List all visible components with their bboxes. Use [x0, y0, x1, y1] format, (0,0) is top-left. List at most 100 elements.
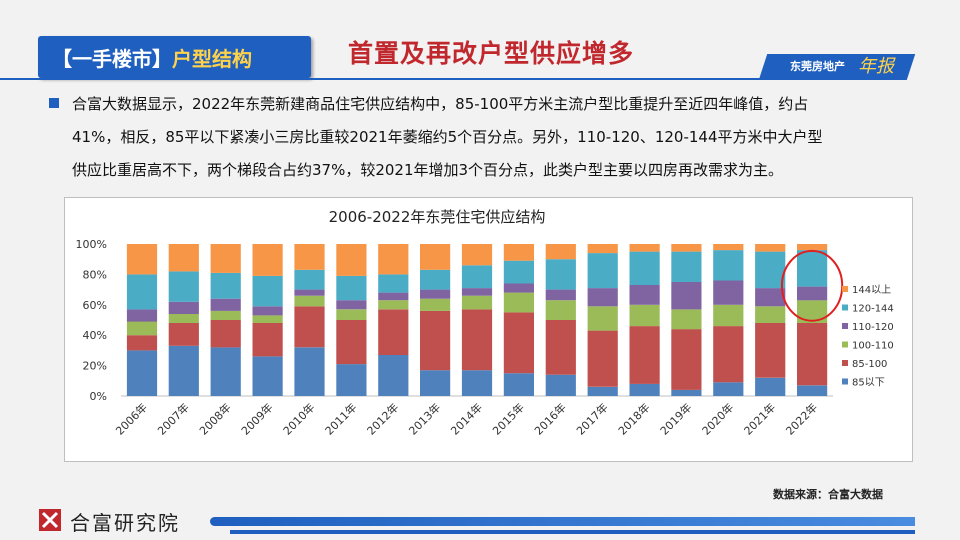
headline: 首置及再改户型供应增多: [348, 39, 635, 68]
bar-segment: [294, 289, 325, 296]
x-tick-label: 2018年: [615, 400, 652, 437]
summary-paragraph: 合富大数据显示，2022年东莞新建商品住宅供应结构中，85-100平方米主流户型…: [72, 88, 912, 187]
bar-segment: [755, 251, 786, 289]
legend-label: 100-110: [852, 341, 894, 352]
stacked-bar-chart: 2006-2022年东莞住宅供应结构 0% 20% 40% 60% 80% 100% 2006…: [76, 208, 894, 438]
bar-segment: [797, 323, 828, 386]
bar-segment: [629, 285, 660, 305]
x-tick-label: 2014年: [448, 400, 485, 437]
legend-swatch: [842, 323, 848, 329]
y-tick-label: 40%: [83, 329, 107, 342]
bar-segment: [503, 244, 534, 261]
bar-segment: [336, 300, 367, 310]
tag-bracket-left: 【: [52, 46, 72, 71]
bar-segment: [755, 323, 786, 378]
header-rule: [0, 78, 780, 80]
bar-segment: [503, 312, 534, 374]
bar-segment: [797, 385, 828, 396]
legend-swatch: [842, 360, 848, 366]
legend-label: 120-144: [852, 304, 894, 315]
x-tick-label: 2008年: [196, 400, 233, 437]
bar-segment: [210, 272, 241, 299]
y-tick-label: 80%: [83, 268, 107, 281]
chart-frame: 2006-2022年东莞住宅供应结构 0% 20% 40% 60% 80% 100% 2006…: [64, 197, 913, 462]
bar-segment: [252, 275, 283, 307]
chart-title: 2006-2022年东莞住宅供应结构: [329, 208, 546, 226]
bar-segment: [294, 347, 325, 396]
bar-segment: [420, 298, 451, 311]
bar-segment: [503, 260, 534, 284]
bar-segment: [168, 271, 199, 302]
bar-segment: [629, 304, 660, 327]
bar-segment: [587, 253, 618, 289]
bar-segment: [797, 300, 828, 323]
x-tick-label: 2009年: [238, 400, 275, 437]
footer-bar-thin: [230, 530, 915, 534]
bar-segment: [252, 315, 283, 323]
bar-segment: [671, 244, 702, 252]
bar-segment: [713, 250, 744, 281]
data-source: 数据来源：合富大数据: [773, 488, 883, 501]
bar-segment: [420, 289, 451, 299]
section-tag: 【 一手楼市 】 户型结构: [38, 36, 311, 78]
legend-label: 110-120: [852, 322, 894, 333]
tag-bracket-right: 】: [152, 46, 172, 71]
bar-segment: [336, 275, 367, 301]
bar-segment: [461, 309, 493, 371]
bar-segment: [168, 301, 199, 314]
brand-label: 东莞房地产: [790, 60, 845, 73]
summary-line: 合富大数据显示，2022年东莞新建商品住宅供应结构中，85-100平方米主流户型…: [72, 95, 809, 113]
bullet-icon: [49, 98, 59, 108]
bar-segment: [168, 313, 199, 323]
bar-segment: [671, 282, 702, 310]
bar-segment: [294, 295, 325, 307]
highlight-circle: [780, 249, 844, 322]
bar-segment: [503, 373, 534, 396]
bar-segment: [755, 377, 786, 396]
bar-segment: [587, 330, 618, 387]
bar-segment: [210, 244, 241, 273]
legend-label: 144以上: [852, 284, 891, 296]
bar-segment: [797, 250, 828, 287]
x-tick-label: 2010年: [280, 400, 317, 437]
legend-swatch: [842, 341, 848, 348]
bar-segment: [168, 244, 199, 272]
x-tick-label: 2006年: [113, 400, 150, 437]
summary-line: 供应比重居高不下，两个梯段合占约37%，较2021年增加3个百分点，此类户型主要…: [72, 161, 784, 179]
bar-segment: [545, 244, 576, 260]
y-tick-label: 0%: [90, 390, 107, 403]
bar-segment: [210, 320, 241, 348]
bar-segment: [378, 300, 409, 310]
tag-topic: 户型结构: [172, 46, 252, 71]
bar-segment: [545, 259, 576, 290]
x-tick-label: 2015年: [490, 400, 527, 437]
legend-label: 85-100: [852, 359, 887, 370]
bar-segment: [755, 244, 786, 252]
brand-script: 年报: [858, 56, 894, 77]
bar-segment: [336, 244, 367, 276]
bar-segment: [210, 310, 241, 320]
bar-segment: [420, 370, 451, 396]
bar-segment: [587, 288, 618, 307]
bar-segment: [713, 304, 744, 327]
y-tick-label: 20%: [83, 360, 107, 373]
bar-segment: [797, 286, 828, 301]
legend-swatch: [842, 378, 848, 385]
bar-segment: [797, 244, 828, 251]
bar-segment: [545, 374, 576, 396]
tag-section: 一手楼市: [72, 46, 152, 71]
bar-segment: [461, 295, 493, 310]
footer-bar: [210, 517, 915, 526]
bar-segment: [126, 350, 158, 396]
bar-segment: [461, 265, 493, 289]
bar-segment: [378, 292, 409, 301]
bar-segment: [755, 288, 786, 307]
bar-segment: [378, 274, 409, 293]
bar-segment: [168, 345, 199, 396]
legend-swatch: [842, 304, 848, 311]
bar-segment: [671, 251, 702, 282]
bar-segment: [294, 269, 325, 290]
bar-segment: [629, 251, 660, 285]
bar-segment: [671, 309, 702, 330]
bar-segment: [252, 323, 283, 357]
